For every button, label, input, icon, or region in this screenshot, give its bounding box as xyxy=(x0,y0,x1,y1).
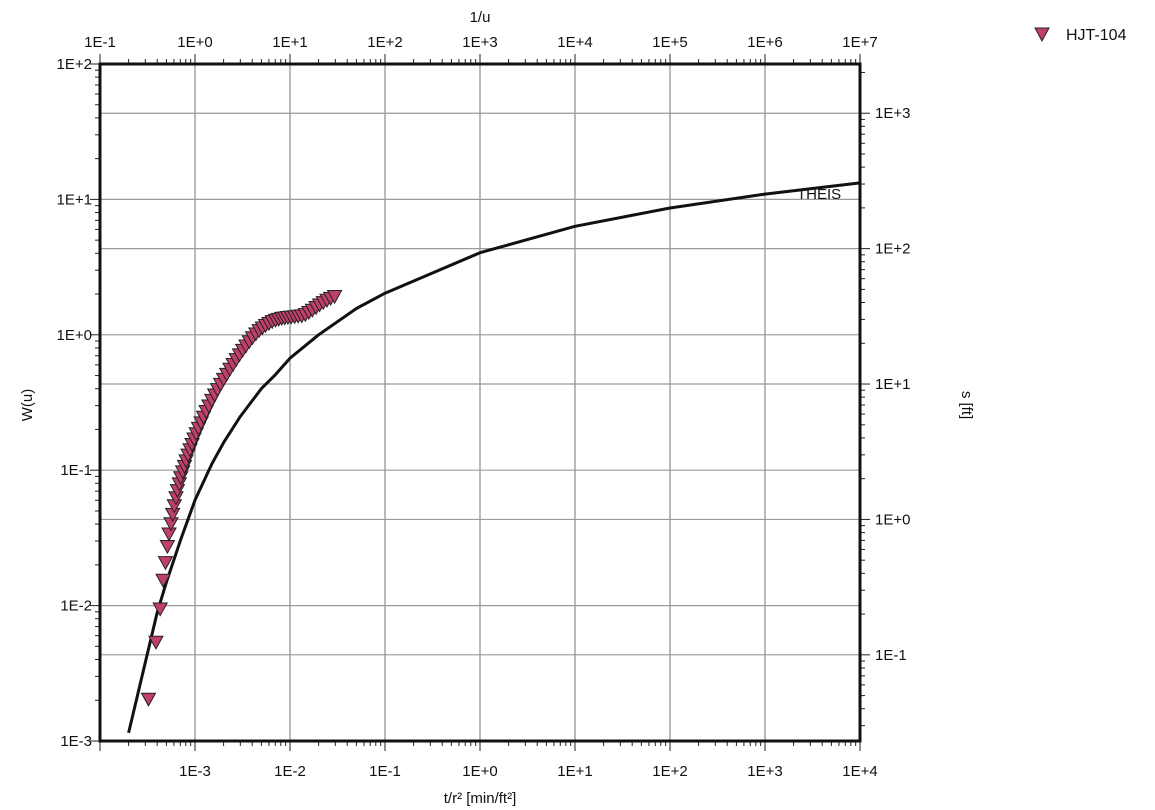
y2-tick-label: 1E-1 xyxy=(875,647,907,664)
data-points xyxy=(140,290,343,707)
x2-tick-label: 1E-1 xyxy=(84,34,116,51)
x-tick-label: 1E+3 xyxy=(747,763,782,780)
axes xyxy=(90,54,870,751)
y-tick-label: 1E+1 xyxy=(57,191,92,208)
x2-tick-label: 1E+1 xyxy=(272,34,307,51)
x2-axis-title: 1/u xyxy=(470,9,491,26)
x2-tick-label: 1E+0 xyxy=(177,34,212,51)
data-point xyxy=(152,602,169,617)
y2-axis-title: s [ft] xyxy=(958,391,975,419)
legend-label-hjt-104: HJT-104 xyxy=(1066,27,1127,44)
x2-tick-label: 1E+4 xyxy=(557,34,592,51)
x-axis-title: t/r² [min/ft²] xyxy=(444,790,517,807)
grid xyxy=(100,63,861,742)
x-tick-label: 1E+4 xyxy=(842,763,877,780)
data-point xyxy=(161,527,177,542)
y2-tick-label: 1E+2 xyxy=(875,241,910,258)
data-point xyxy=(155,573,171,588)
y-tick-label: 1E-3 xyxy=(60,733,92,750)
x-tick-label: 1E+0 xyxy=(462,763,497,780)
legend-marker-triangle-icon xyxy=(1034,27,1050,43)
x-tick-label: 1E-2 xyxy=(274,763,306,780)
x2-tick-label: 1E+6 xyxy=(747,34,782,51)
data-point xyxy=(157,556,174,571)
y2-tick-label: 1E+0 xyxy=(875,511,910,528)
data-point xyxy=(159,540,176,555)
x-tick-label: 1E+2 xyxy=(652,763,687,780)
x2-tick-label: 1E+3 xyxy=(462,34,497,51)
y-tick-label: 1E-1 xyxy=(60,462,92,479)
plot-frame xyxy=(98,62,862,743)
x2-tick-label: 1E+7 xyxy=(842,34,877,51)
data-point xyxy=(148,635,164,650)
tick-labels: 1E-3 1E-2 1E-1 1E+0 1E+1 1E+2 1E+3 1E+4 1E-1 1E+0… xyxy=(57,34,911,780)
data-point xyxy=(140,692,157,707)
x2-tick-label: 1E+5 xyxy=(652,34,687,51)
y2-tick-label: 1E+3 xyxy=(875,105,910,122)
y-tick-label: 1E+0 xyxy=(57,327,92,344)
legend: HJT-104 xyxy=(1034,27,1127,44)
x-tick-label: 1E+1 xyxy=(557,763,592,780)
curve-label-theis: THEIS xyxy=(797,186,841,203)
theis-curve xyxy=(127,181,861,734)
data-point xyxy=(326,290,343,305)
y-axis-title: W(u) xyxy=(19,389,36,422)
x2-tick-label: 1E+2 xyxy=(367,34,402,51)
y2-tick-label: 1E+1 xyxy=(875,376,910,393)
y-tick-label: 1E-2 xyxy=(60,598,92,615)
theis-curve-layer xyxy=(127,181,861,734)
y-tick-label: 1E+2 xyxy=(57,56,92,73)
x-tick-label: 1E-3 xyxy=(179,763,211,780)
x-tick-label: 1E-1 xyxy=(369,763,401,780)
